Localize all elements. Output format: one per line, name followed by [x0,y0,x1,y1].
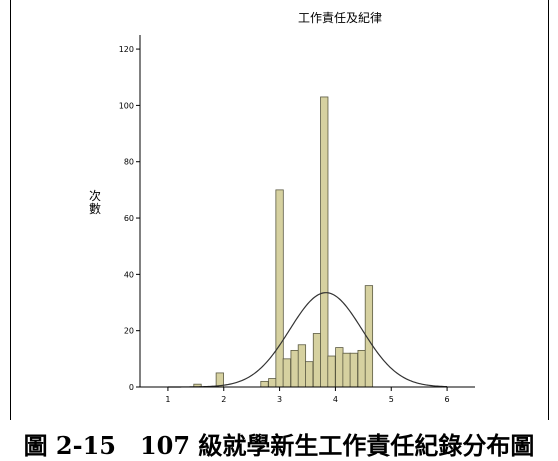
chart-title: 工作責任及紀律 [298,11,382,25]
y-axis-label: 次數 [89,189,101,216]
y-tick-label: 100 [119,101,134,110]
y-tick-label: 0 [129,383,134,392]
left-border [10,0,11,420]
histogram-bar [342,352,351,388]
y-tick-labels: 0 20 40 60 80 100 120 [119,45,134,392]
histogram-bar [290,349,299,388]
y-tick-label: 80 [124,158,134,167]
normal-curve [167,292,448,388]
histogram-bar [349,352,358,388]
histogram-bar [275,189,284,388]
x-tick-label: 3 [277,395,282,404]
y-tick-label: 60 [124,214,134,223]
x-tick-label: 6 [445,395,450,404]
figure-caption: 圖 2-15 107 級就學新生工作責任紀錄分布圖 [23,431,535,460]
histogram-bar [305,361,314,388]
axes [139,35,475,391]
y-axis-ticks [136,48,140,388]
x-tick-label: 5 [389,395,394,404]
histogram-bar [312,333,322,388]
histogram-bar [260,380,269,388]
histogram-chart: 1 2 3 4 5 6 0 20 40 60 80 100 120 工作責任及紀律 次數 [89,11,475,404]
right-border [548,0,549,420]
histogram-bar [320,96,329,388]
y-tick-label: 120 [119,45,134,54]
x-tick-label: 1 [165,395,170,404]
x-tick-label: 2 [221,395,226,404]
histogram-bar [282,358,291,388]
histogram-bars [193,96,374,388]
histogram-bar [335,347,344,388]
histogram-bar [327,355,336,388]
histogram-bar [268,378,277,388]
histogram-bar [357,349,366,388]
x-tick-labels: 1 2 3 4 5 6 [165,395,449,404]
y-tick-label: 20 [124,327,134,336]
y-tick-label: 40 [124,270,134,279]
histogram-bar [297,344,307,388]
x-tick-label: 4 [333,395,338,404]
